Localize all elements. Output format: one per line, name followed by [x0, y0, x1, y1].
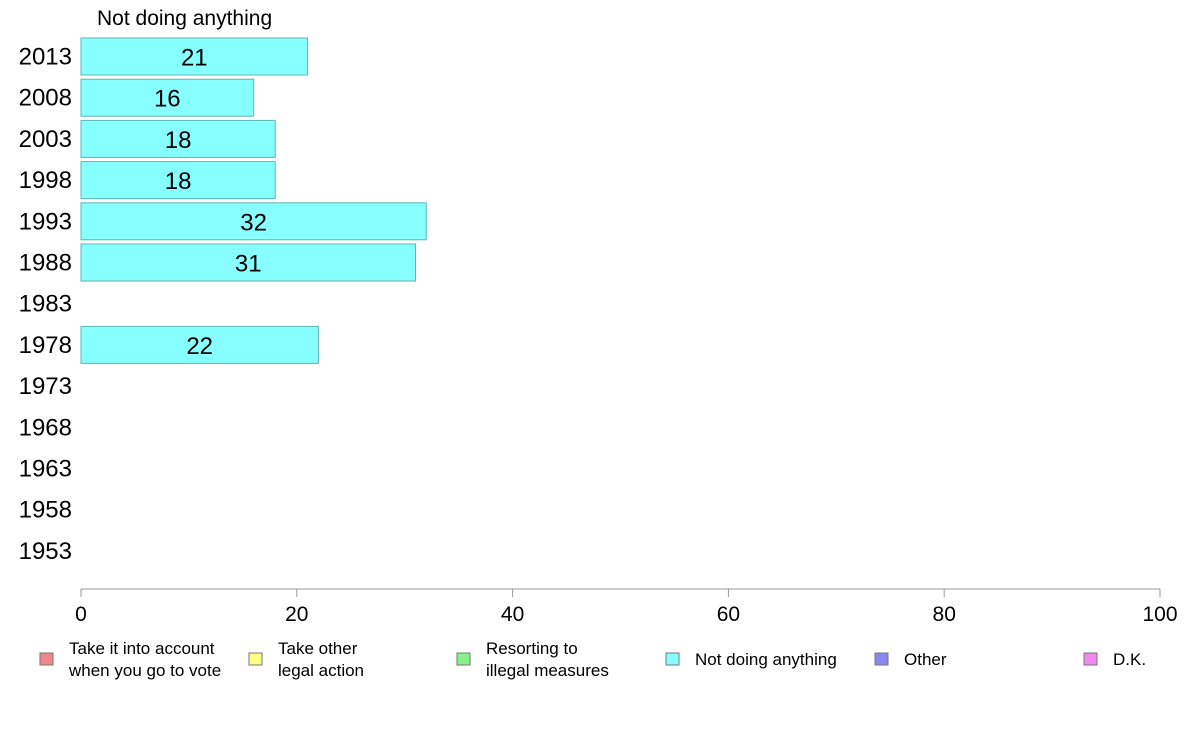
category-label: 1993: [19, 208, 72, 235]
legend-swatch: [248, 652, 263, 666]
category-label: 2008: [19, 85, 72, 112]
category-label: 1988: [19, 250, 72, 277]
data-label: 18: [165, 168, 192, 195]
x-tick-label: 0: [75, 603, 87, 626]
legend-label: D.K.: [1113, 650, 1146, 669]
category-labels: 2013 2008 2003 1998 1993 1988 1983 1978 1973 1968…: [19, 44, 72, 565]
legend-label: Other: [904, 650, 947, 669]
legend-label: Take other: [278, 639, 358, 658]
legend-swatch: [874, 652, 889, 666]
bar: [80, 37, 309, 76]
x-tick-label: 20: [285, 603, 308, 626]
category-label: 1953: [19, 538, 72, 565]
data-label: 32: [240, 209, 267, 236]
bar: [80, 202, 427, 241]
bar: [80, 243, 416, 282]
legend-label: when you go to vote: [68, 661, 221, 680]
category-label: 1983: [19, 291, 72, 318]
data-label: 18: [165, 127, 192, 154]
category-label: 2013: [19, 44, 72, 71]
legend-label: legal action: [278, 661, 364, 680]
legend-label: Take it into account: [69, 639, 215, 658]
category-label: 2003: [19, 126, 72, 153]
bar: [80, 119, 276, 158]
data-label: 22: [186, 333, 213, 360]
bar: [80, 325, 319, 364]
legend-swatch: [1083, 652, 1098, 666]
category-label: 1958: [19, 497, 72, 524]
category-label: 1978: [19, 332, 72, 359]
category-label: 1963: [19, 456, 72, 483]
legend-label: Not doing anything: [695, 650, 837, 669]
category-label: 1998: [19, 167, 72, 194]
legend-label: Resorting to: [486, 639, 578, 658]
chart-title: Not doing anything: [97, 7, 272, 30]
category-label: 1968: [19, 414, 72, 441]
x-tick-label: 60: [717, 603, 740, 626]
data-label: 31: [235, 251, 262, 278]
x-tick-label: 100: [1142, 603, 1177, 626]
category-label: 1973: [19, 373, 72, 400]
legend-label: illegal measures: [486, 661, 609, 680]
legend-swatch: [39, 652, 54, 666]
data-label: 21: [181, 45, 208, 72]
bar: [80, 78, 255, 117]
bar: [80, 161, 276, 200]
x-axis: 0 20 40 60 80 100: [75, 588, 1178, 626]
x-tick-label: 40: [501, 603, 524, 626]
legend-swatch: [665, 652, 680, 666]
legend: Take it into account when you go to vote T…: [39, 639, 1146, 680]
data-label: 16: [154, 86, 181, 113]
x-tick-label: 80: [933, 603, 956, 626]
legend-swatch: [456, 652, 471, 666]
